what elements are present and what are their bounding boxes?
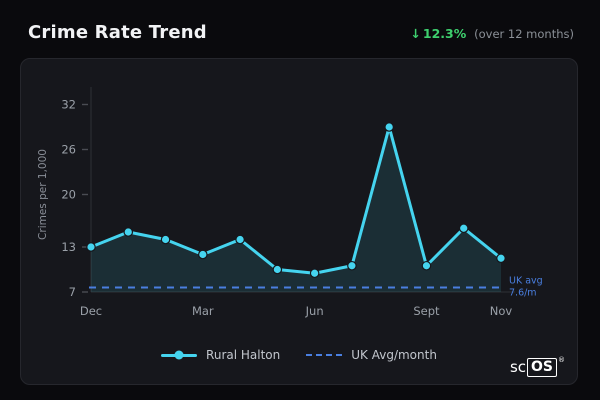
legend-line-swatch — [161, 350, 198, 360]
header: Crime Rate Trend ↓ 12.3% (over 12 months) — [0, 0, 600, 51]
y-axis-title: Crimes per 1,000 — [37, 149, 49, 240]
rural-halton-series-line — [89, 125, 503, 275]
logo-box: OS — [527, 357, 557, 377]
chart-card: 7 13 20 26 32 Crimes per 1,000 Dec Mar Jun Sept No… — [20, 58, 578, 385]
data-point — [235, 234, 245, 245]
registered-trademark-icon: ® — [558, 355, 565, 364]
y-axis-tick-label: 32 — [61, 98, 76, 112]
uk-avg-annotation-line1: UK avg — [509, 276, 543, 287]
y-axis-tick-label: 13 — [61, 240, 76, 254]
trend-value: 12.3% — [422, 26, 467, 41]
data-point — [458, 223, 469, 234]
crime-trend-line-chart: 7 13 20 26 32 Crimes per 1,000 Dec Mar Jun Sept No… — [37, 87, 543, 318]
x-axis-tick-label: Mar — [192, 304, 214, 318]
x-axis-tick-label: Nov — [490, 304, 513, 318]
data-point — [384, 122, 394, 132]
uk-avg-annotation-line2: 7.6/m — [509, 288, 537, 299]
trend-down-arrow-icon: ↓ — [410, 26, 421, 41]
data-point — [421, 260, 432, 271]
x-axis-tick-label: Jun — [305, 304, 324, 318]
data-point — [160, 234, 171, 245]
legend-point-icon — [174, 350, 184, 360]
legend-label-rural-halton: Rural Halton — [206, 348, 281, 362]
y-axis-tick-label: 26 — [61, 143, 76, 157]
data-point — [496, 253, 506, 264]
page-title: Crime Rate Trend — [28, 22, 207, 43]
data-point — [347, 260, 357, 271]
trend-caption: (over 12 months) — [474, 27, 574, 41]
x-axis-tick-label: Sept — [413, 304, 440, 318]
data-point — [123, 227, 134, 237]
y-axis-tick-label: 7 — [69, 285, 76, 299]
logo-prefix: sc — [509, 357, 527, 376]
data-point — [309, 268, 320, 279]
data-point — [272, 264, 283, 275]
scos-logo: sc OS ® — [509, 355, 565, 377]
legend-dash-swatch — [306, 354, 343, 356]
data-point — [86, 242, 96, 252]
y-axis-tick-label: 20 — [61, 188, 76, 202]
legend-label-uk-avg: UK Avg/month — [351, 348, 437, 362]
series-area-fill — [91, 127, 501, 292]
chart-legend: Rural Halton UK Avg/month — [21, 348, 577, 362]
x-axis-tick-label: Dec — [80, 304, 102, 318]
trend-indicator: ↓ 12.3% (over 12 months) — [410, 26, 574, 41]
data-point — [198, 249, 208, 260]
